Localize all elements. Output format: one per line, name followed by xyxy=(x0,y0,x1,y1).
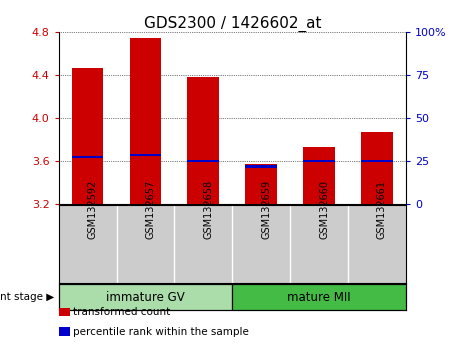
Bar xyxy=(188,77,219,204)
Bar xyxy=(303,160,335,162)
Text: GSM132657: GSM132657 xyxy=(146,179,156,239)
Bar xyxy=(245,164,277,204)
Text: GSM132660: GSM132660 xyxy=(319,180,329,239)
Bar xyxy=(245,166,277,167)
Text: development stage ▶: development stage ▶ xyxy=(0,292,54,302)
Text: GSM132661: GSM132661 xyxy=(377,180,387,239)
Text: GSM132659: GSM132659 xyxy=(261,179,271,239)
Bar xyxy=(303,147,335,204)
Text: GSM132592: GSM132592 xyxy=(87,179,97,239)
Bar xyxy=(72,156,103,159)
Bar xyxy=(361,132,393,204)
Text: transformed count: transformed count xyxy=(73,307,170,317)
Bar xyxy=(129,38,161,204)
Bar xyxy=(72,68,103,204)
Bar xyxy=(232,284,406,310)
Bar xyxy=(129,154,161,156)
Text: GSM132658: GSM132658 xyxy=(203,179,213,239)
Bar xyxy=(188,160,219,162)
Text: immature GV: immature GV xyxy=(106,291,185,304)
Bar xyxy=(59,284,232,310)
Text: percentile rank within the sample: percentile rank within the sample xyxy=(73,327,249,337)
Text: mature MII: mature MII xyxy=(287,291,351,304)
Bar xyxy=(361,160,393,162)
Title: GDS2300 / 1426602_at: GDS2300 / 1426602_at xyxy=(143,16,321,32)
